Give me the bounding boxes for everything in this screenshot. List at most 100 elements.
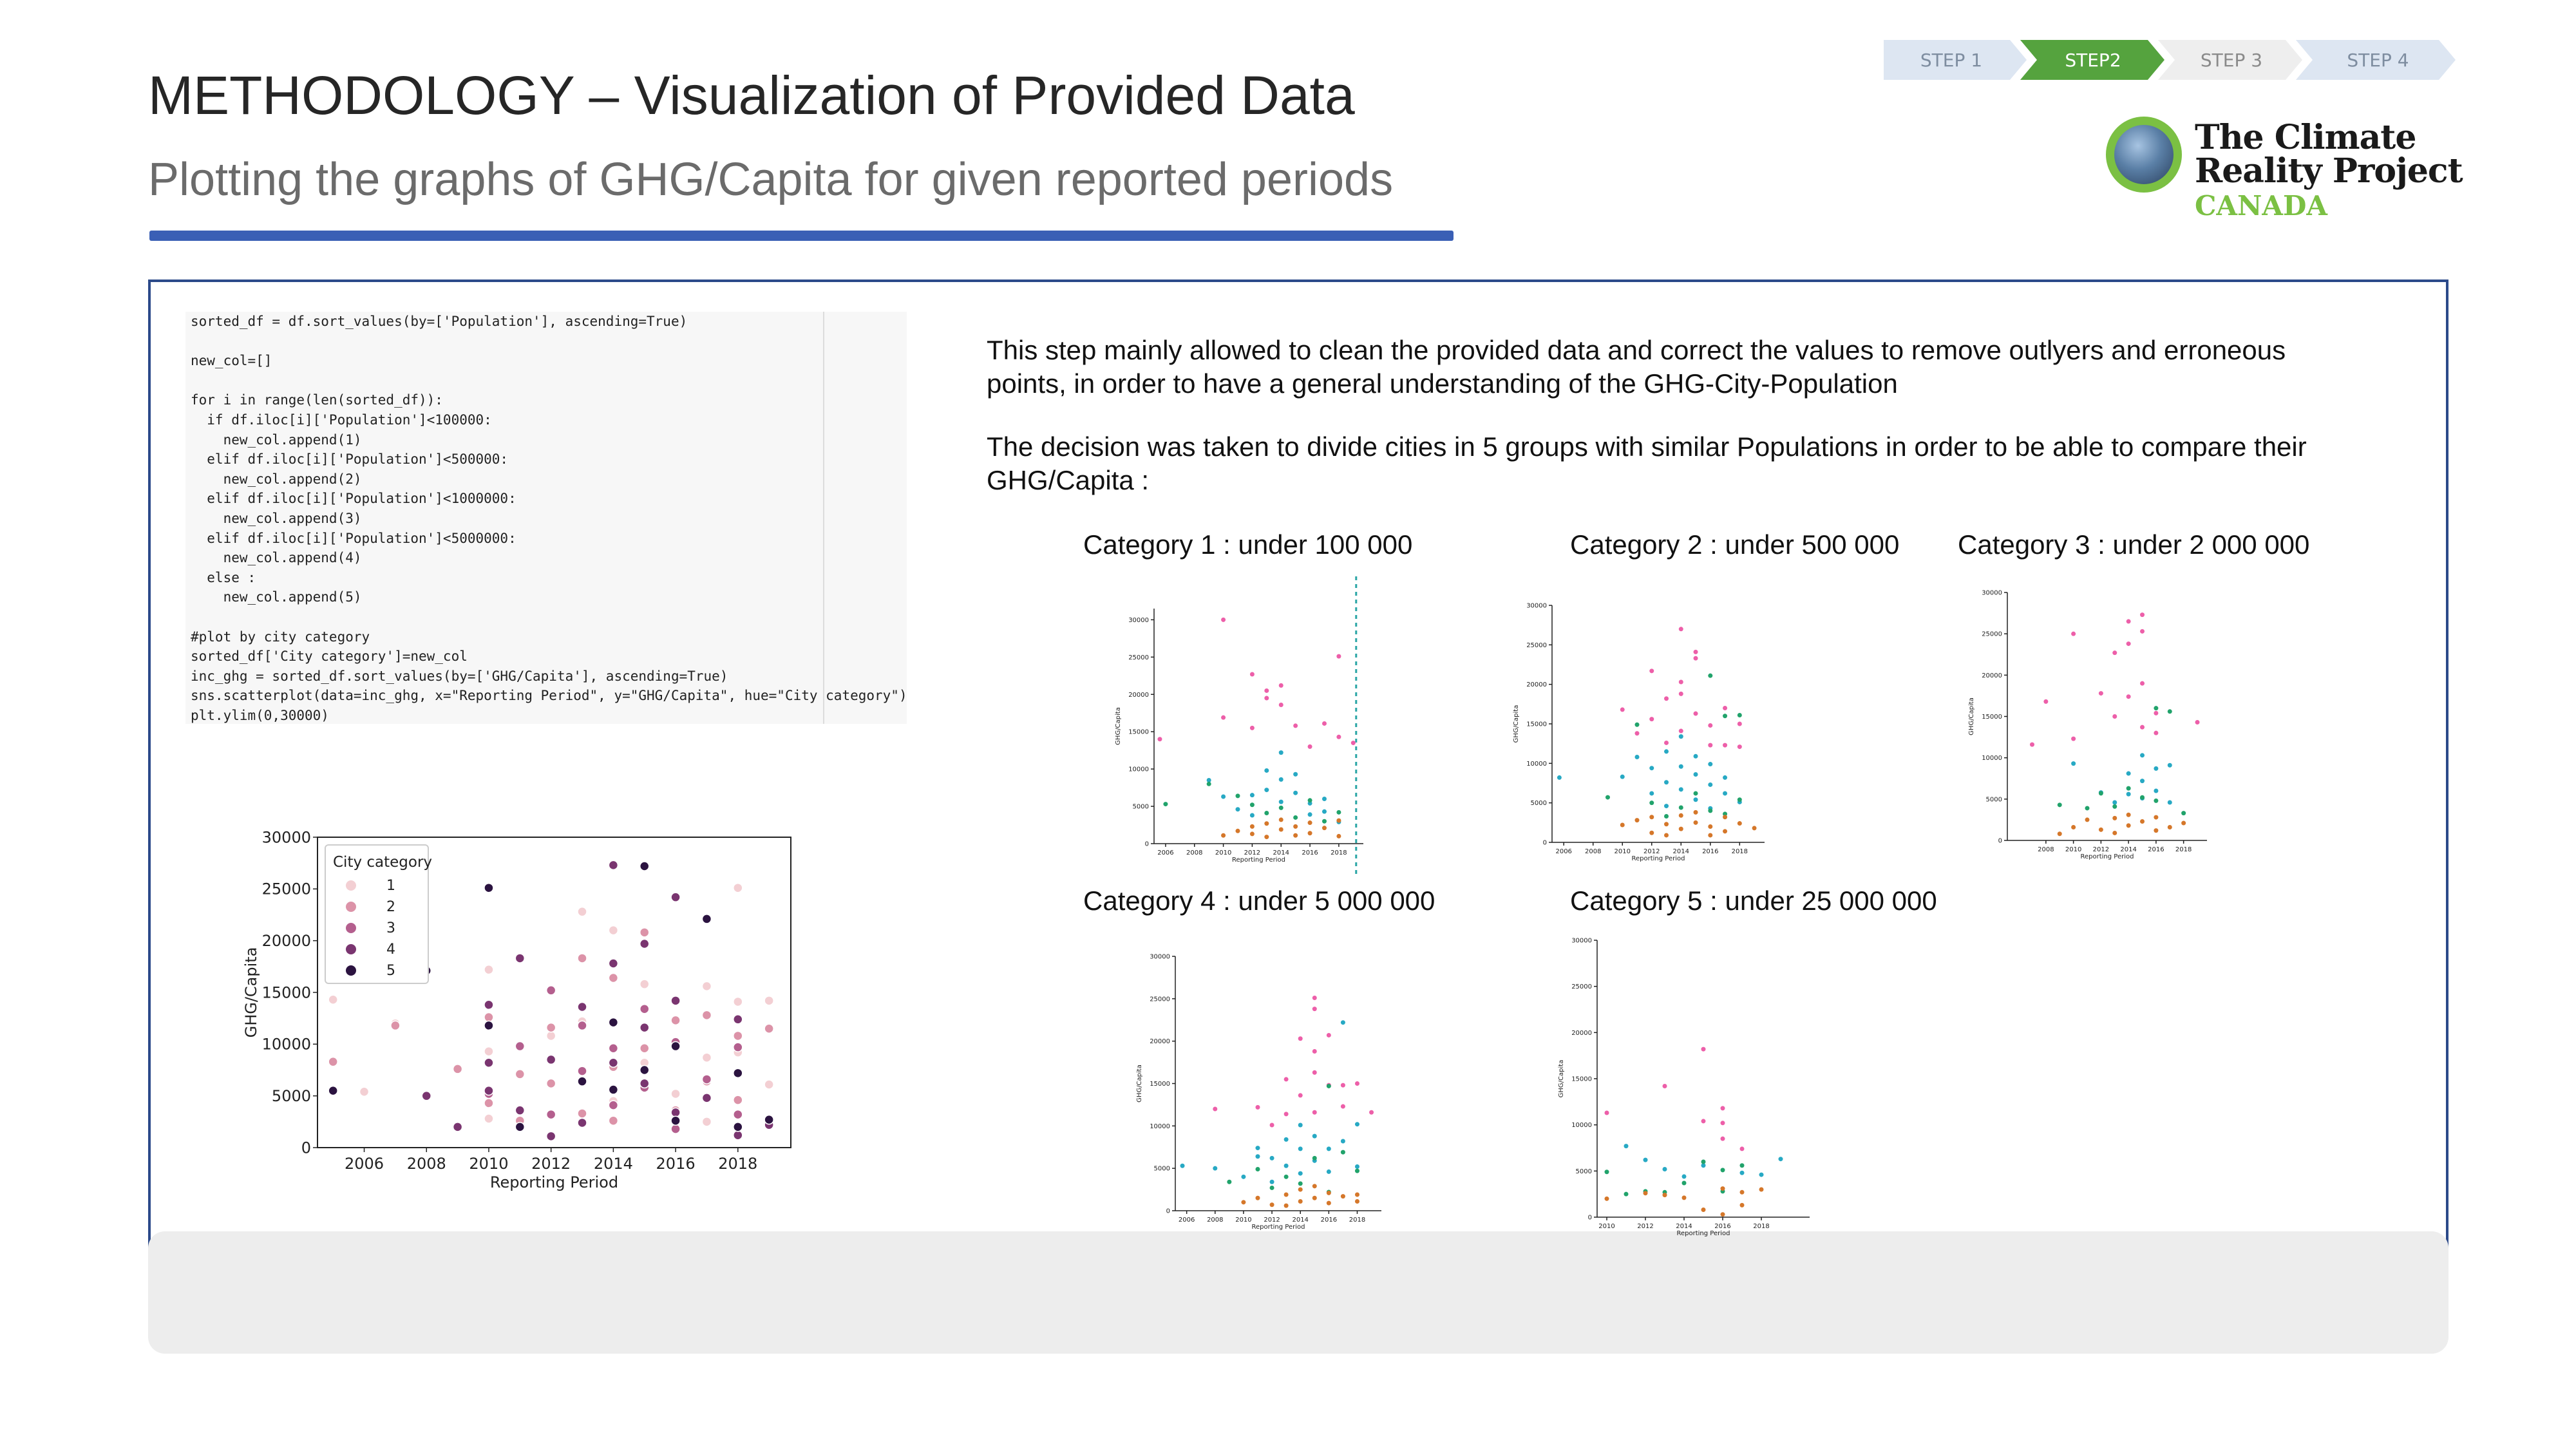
- y-tick-label: 10000: [1526, 761, 1547, 768]
- data-point: [1720, 1106, 1725, 1111]
- x-tick-label: 2018: [2175, 846, 2192, 853]
- paragraph-grouping: The decision was taken to divide cities …: [987, 431, 2307, 495]
- x-tick-label: 2018: [718, 1155, 757, 1173]
- data-point: [1340, 1020, 1345, 1025]
- legend-title: City category: [333, 854, 432, 871]
- data-point: [1693, 711, 1698, 716]
- data-point: [1708, 824, 1713, 829]
- y-tick-label: 0: [1588, 1215, 1592, 1222]
- data-point: [1298, 1181, 1303, 1186]
- data-point: [2057, 802, 2062, 808]
- data-point: [2126, 771, 2131, 776]
- x-tick-label: 2008: [407, 1155, 446, 1173]
- code-line: new_col.append(3): [191, 510, 362, 526]
- data-point: [2140, 629, 2145, 634]
- code-line: sorted_df['City category']=new_col: [191, 649, 468, 665]
- data-point: [577, 1076, 587, 1086]
- data-point: [1307, 798, 1312, 803]
- data-point: [2195, 719, 2200, 724]
- data-point: [1649, 668, 1654, 674]
- data-point: [733, 1014, 743, 1025]
- y-tick-label: 5000: [1986, 796, 2002, 803]
- data-point: [515, 1041, 526, 1052]
- x-tick-label: 2016: [1714, 1223, 1730, 1230]
- x-tick-label: 2010: [1615, 848, 1631, 855]
- step-3-chevron: [2158, 40, 2302, 80]
- scatter-chart-category-1: 2006 2008 2010 2012 2014 2016 2018 0 5000 10000 15…: [1115, 576, 1363, 876]
- data-point: [1678, 734, 1683, 739]
- data-point: [1604, 1170, 1609, 1175]
- step-4[interactable]: STEP 4: [2347, 49, 2409, 71]
- data-point: [1350, 741, 1356, 746]
- y-tick-label: 10000: [262, 1036, 311, 1054]
- data-point: [484, 999, 494, 1010]
- code-line: if df.iloc[i]['Population']<100000:: [191, 412, 492, 428]
- data-point: [1693, 753, 1698, 759]
- data-point: [484, 1057, 494, 1068]
- data-point: [670, 1015, 681, 1026]
- y-tick-label: 25000: [1982, 631, 2002, 638]
- data-point: [1634, 755, 1640, 760]
- data-point: [1664, 696, 1669, 701]
- data-point: [764, 1114, 774, 1125]
- step-2[interactable]: STEP2: [2065, 49, 2121, 71]
- page-subtitle: Plotting the graphs of GHG/Capita for gi…: [148, 154, 1394, 205]
- logo-line-3: CANADA: [2195, 190, 2328, 222]
- data-point: [577, 906, 587, 917]
- data-point: [2085, 806, 2090, 811]
- data-point: [2112, 800, 2117, 805]
- code-line: new_col.append(1): [191, 431, 362, 448]
- data-point: [2140, 681, 2145, 686]
- data-point: [1278, 702, 1283, 707]
- data-point: [1664, 822, 1669, 827]
- data-point: [1649, 830, 1654, 835]
- data-point: [1312, 1184, 1317, 1189]
- x-tick-label: 2006: [345, 1155, 384, 1173]
- data-point: [1664, 804, 1669, 809]
- data-point: [1693, 820, 1698, 825]
- data-point: [1326, 1146, 1331, 1151]
- y-tick-label: 0: [1543, 840, 1547, 847]
- data-point: [1278, 799, 1283, 804]
- data-point: [484, 882, 494, 893]
- data-point: [1723, 743, 1728, 748]
- data-point: [1739, 1163, 1745, 1168]
- step-3[interactable]: STEP 3: [2200, 49, 2263, 71]
- data-point: [1737, 821, 1742, 826]
- category-1-label: Category 1 : under 100 000: [1083, 529, 1413, 560]
- data-point: [1255, 1195, 1260, 1200]
- x-tick-label: 2014: [1676, 1223, 1692, 1230]
- data-point: [1307, 744, 1312, 749]
- data-point: [2126, 694, 2131, 699]
- data-point: [1312, 996, 1317, 1001]
- globe-icon: [2106, 117, 2182, 193]
- y-tick-label: 10000: [1982, 755, 2002, 762]
- data-point: [701, 1010, 712, 1021]
- x-tick-label: 2014: [1673, 848, 1689, 855]
- data-point: [1354, 1164, 1359, 1170]
- data-point: [1693, 810, 1698, 815]
- data-point: [764, 996, 774, 1006]
- x-axis-label: Reporting Period: [1232, 857, 1285, 864]
- data-point: [2071, 824, 2076, 829]
- code-line: new_col.append(5): [191, 589, 362, 605]
- data-point: [1264, 821, 1269, 826]
- data-point: [2167, 824, 2172, 829]
- y-tick-label: 0: [1998, 838, 2002, 845]
- code-line: [185, 332, 907, 352]
- climate-reality-logo: The Climate Reality Project CANADA: [2106, 113, 2467, 222]
- data-point: [1213, 1106, 1218, 1112]
- data-point: [1249, 672, 1255, 677]
- data-point: [328, 994, 338, 1005]
- data-point: [2112, 714, 2117, 719]
- data-point: [733, 1095, 743, 1105]
- data-point: [2098, 691, 2103, 696]
- data-point: [1326, 1200, 1331, 1206]
- step-1[interactable]: STEP 1: [1920, 49, 1983, 71]
- y-tick-label: 15000: [1128, 729, 1149, 736]
- data-point: [1693, 649, 1698, 654]
- y-tick-label: 5000: [1154, 1166, 1170, 1173]
- data-point: [733, 996, 743, 1007]
- data-point: [515, 1122, 526, 1132]
- data-point: [1298, 1199, 1303, 1204]
